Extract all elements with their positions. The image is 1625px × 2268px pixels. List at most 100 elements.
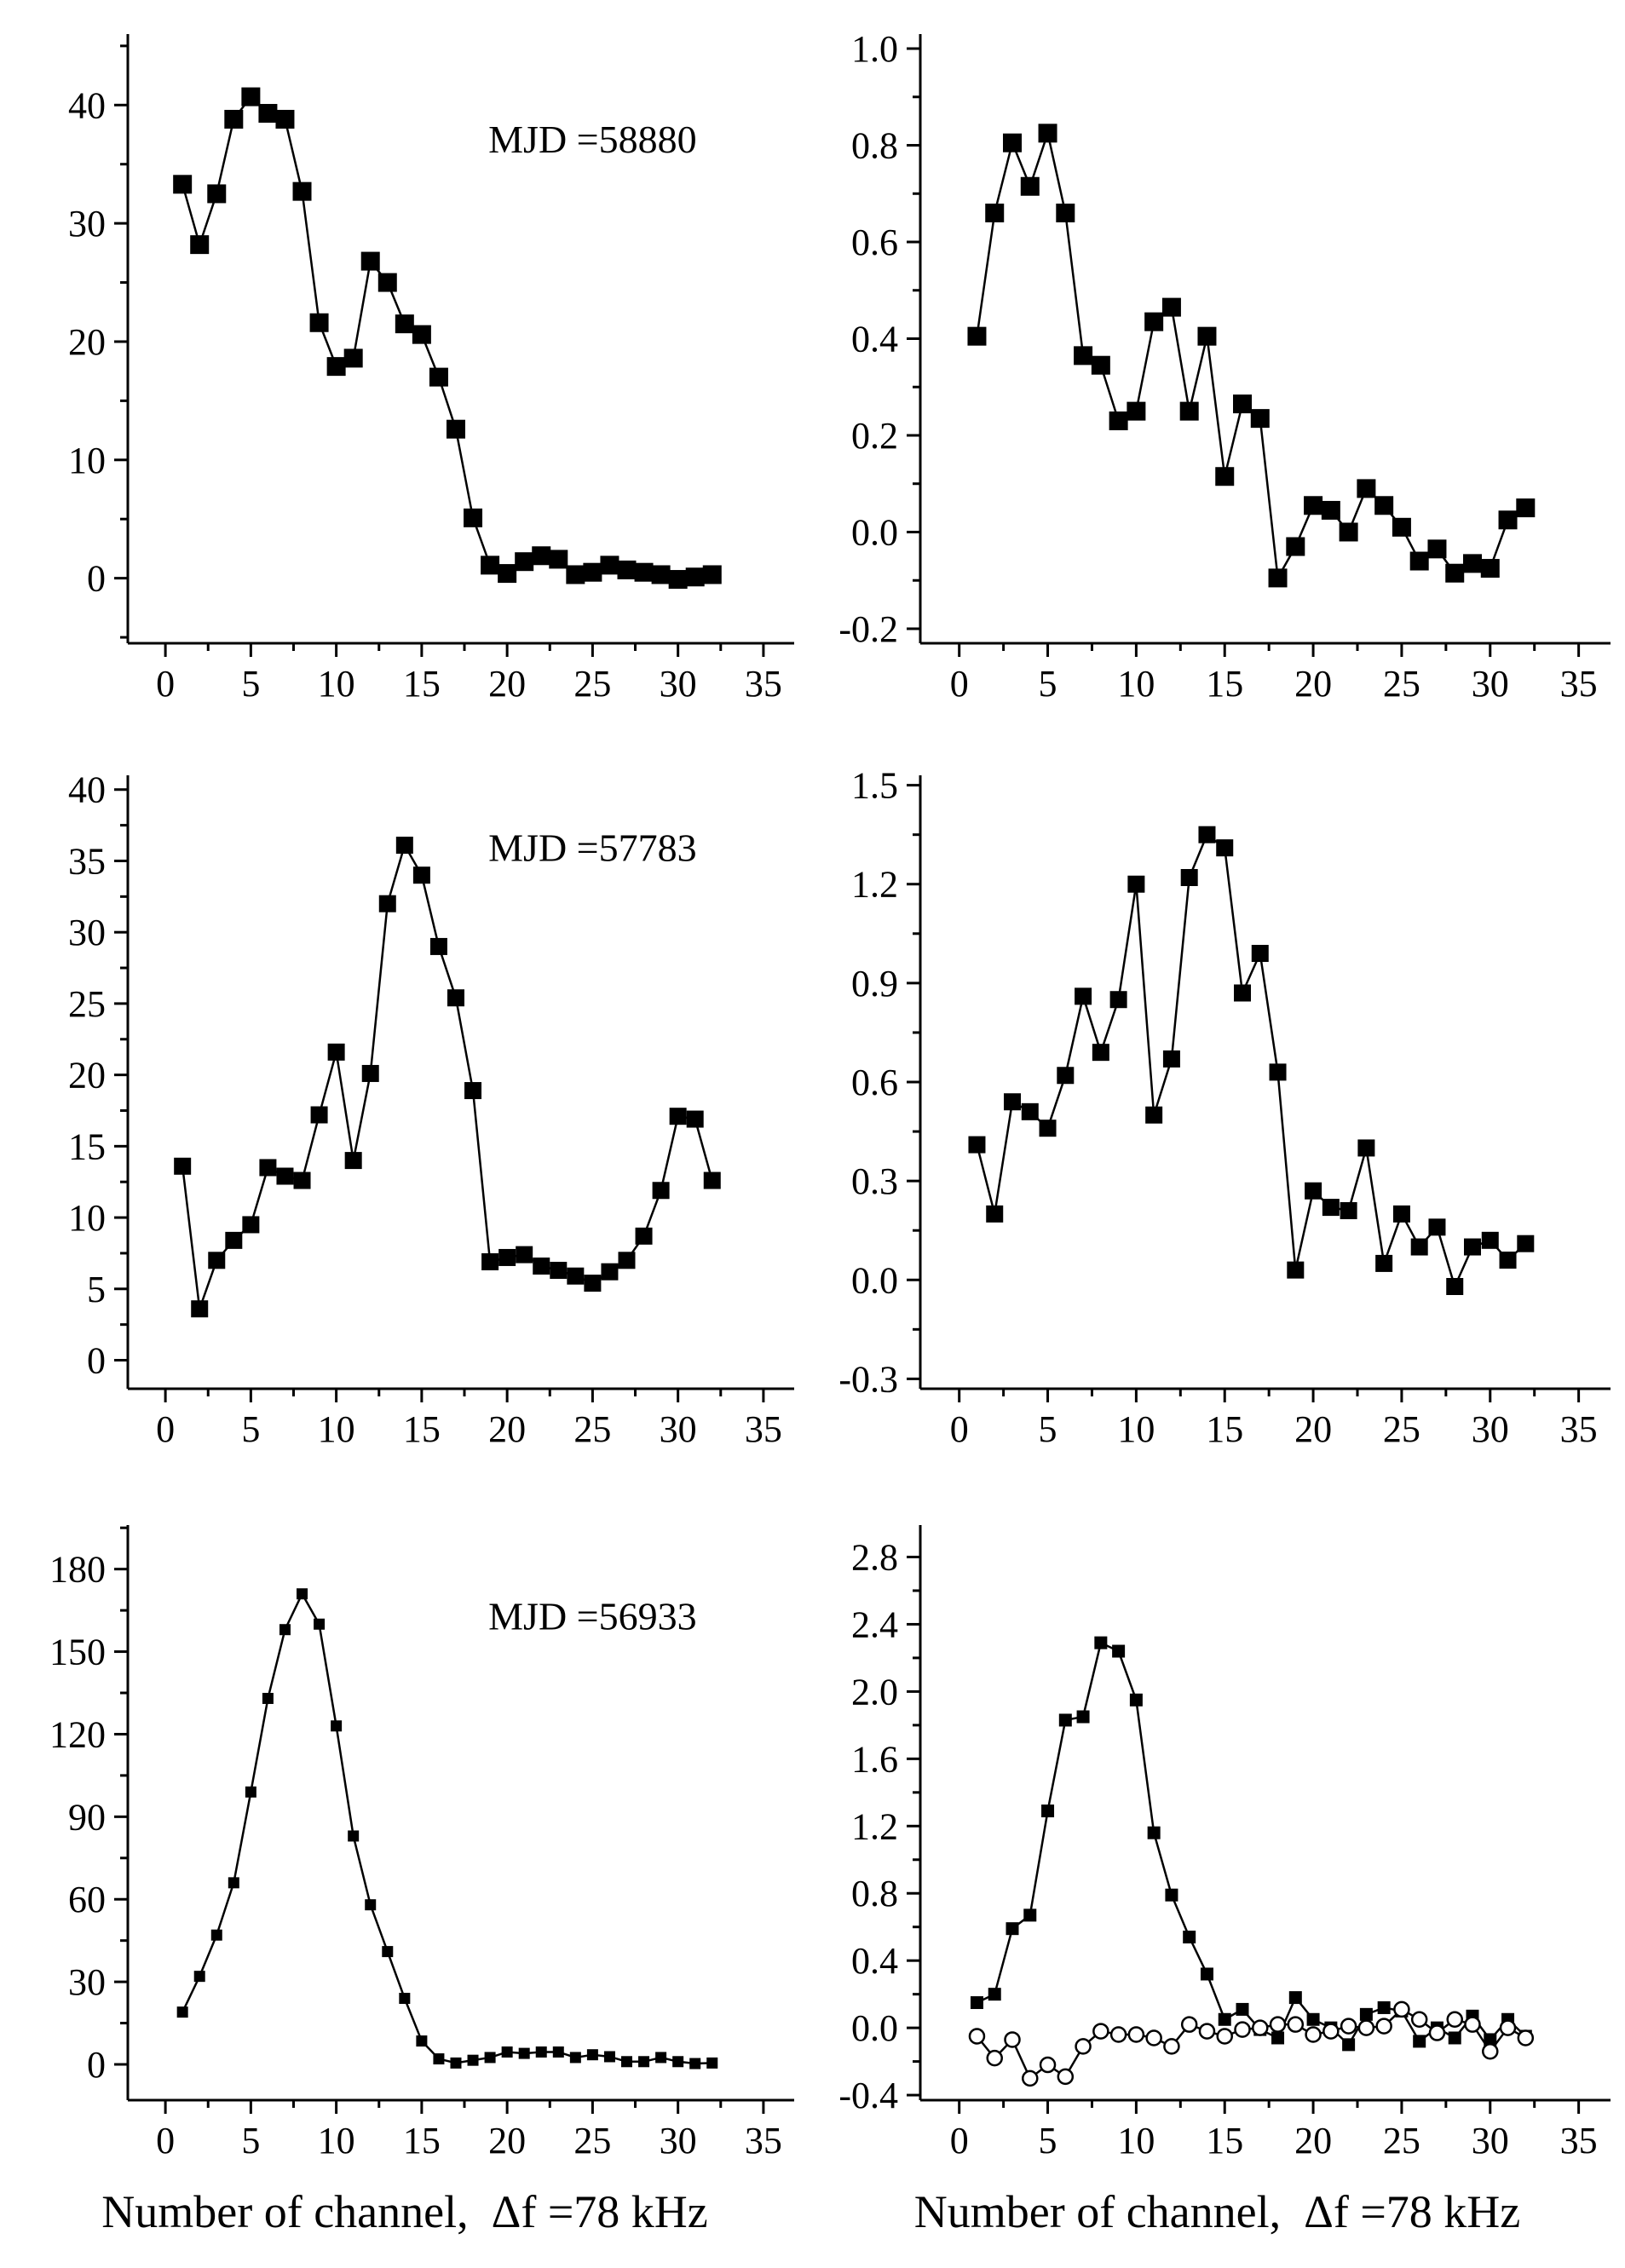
x-tick-label: 10 xyxy=(318,663,355,705)
data-point-filled-square xyxy=(310,1106,328,1124)
y-tick-label: 0.0 xyxy=(851,511,898,553)
y-tick-label: 0.6 xyxy=(851,1062,898,1103)
data-point-open-circle xyxy=(1287,2016,1305,2033)
x-tick-label: 5 xyxy=(1039,2120,1057,2162)
data-point-filled-square xyxy=(190,235,210,255)
x-tick-label: 0 xyxy=(950,2120,969,2162)
data-point-filled-square xyxy=(1112,1644,1126,1658)
data-point-filled-square xyxy=(395,314,414,334)
data-point-open-circle xyxy=(1482,2043,1499,2060)
x-tick-label: 20 xyxy=(1294,1408,1332,1450)
x-tick-label: 20 xyxy=(488,2120,526,2162)
data-point-filled-square xyxy=(1499,1252,1517,1269)
data-point-filled-square xyxy=(968,1136,986,1154)
series-flux-spectrum xyxy=(176,1588,718,2069)
chart-mjd-57783: 0 5 10 15 20 25 30 35 40 0 5 10 15 20 25 30 35 MJD =57783 xyxy=(68,769,794,1450)
x-tick-label: 35 xyxy=(1560,1408,1598,1450)
data-point-filled-square xyxy=(1038,124,1057,143)
data-point-filled-square xyxy=(467,2054,479,2066)
data-point-open-circle xyxy=(1322,2023,1340,2040)
data-point-filled-square xyxy=(1127,875,1145,893)
x-tick-label: 15 xyxy=(1206,663,1243,705)
data-point-filled-square xyxy=(207,184,227,204)
data-point-filled-square xyxy=(1020,176,1040,196)
data-point-filled-square xyxy=(464,508,483,527)
x-tick-label: 5 xyxy=(1039,663,1057,705)
series-flux-spectrum xyxy=(173,87,722,590)
data-point-filled-square xyxy=(1271,2031,1285,2045)
y-tick-label: 0 xyxy=(87,1340,106,1382)
data-point-filled-square xyxy=(618,1252,636,1269)
data-point-filled-square xyxy=(988,1988,1001,2001)
data-point-open-circle xyxy=(1198,2023,1216,2040)
data-point-filled-square xyxy=(365,1899,377,1911)
data-point-filled-square xyxy=(228,1877,239,1889)
data-point-filled-square xyxy=(535,2046,547,2058)
chart-mjd-58880: 0 10 20 30 40 0 5 10 15 20 25 30 35 MJD =58880 xyxy=(68,34,794,705)
data-point-filled-square xyxy=(569,2052,581,2064)
data-point-filled-square xyxy=(1218,2012,1231,2026)
data-point-filled-square xyxy=(1147,1826,1161,1839)
data-point-open-circle xyxy=(1446,2011,1463,2029)
x-tick-label: 25 xyxy=(1383,1408,1420,1450)
data-point-filled-square xyxy=(481,555,500,575)
data-point-open-circle xyxy=(1216,2028,1233,2045)
y-tick-label: 20 xyxy=(68,321,106,363)
data-point-filled-square xyxy=(245,1786,256,1798)
data-point-filled-square xyxy=(1039,1120,1057,1137)
data-point-filled-square xyxy=(1410,1238,1428,1256)
data-point-open-circle xyxy=(1004,2031,1021,2048)
x-tick-label: 10 xyxy=(1117,663,1155,705)
data-point-filled-square xyxy=(668,570,688,590)
data-point-open-circle xyxy=(1057,2068,1075,2086)
data-point-filled-square xyxy=(706,2057,718,2069)
y-tick-label: 0 xyxy=(87,558,106,600)
data-point-open-circle xyxy=(1039,2056,1057,2074)
x-tick-label: 5 xyxy=(241,1408,260,1450)
data-point-filled-square xyxy=(1340,1201,1357,1219)
data-point-filled-square xyxy=(1375,1254,1393,1272)
data-point-filled-square xyxy=(173,175,193,194)
y-tick-label: 0.4 xyxy=(851,1940,898,1982)
data-point-filled-square xyxy=(516,1246,533,1264)
data-point-filled-square xyxy=(533,1258,550,1275)
x-tick-label: 20 xyxy=(1294,2120,1332,2162)
x-tick-label: 15 xyxy=(403,663,441,705)
y-tick-label: 40 xyxy=(68,84,106,126)
x-tick-label: 10 xyxy=(1117,2120,1155,2162)
series-flux-spectrum xyxy=(968,826,1535,1295)
series-flux-spectrum xyxy=(970,1636,1532,2052)
data-point-filled-square xyxy=(1006,1922,1019,1936)
data-point-filled-square xyxy=(583,562,602,582)
data-point-filled-square xyxy=(1377,2000,1391,2014)
data-point-open-circle xyxy=(1269,2016,1287,2033)
data-point-filled-square xyxy=(1268,568,1288,588)
data-point-open-circle xyxy=(1428,2024,1446,2041)
data-point-open-circle xyxy=(1464,2016,1481,2033)
data-point-filled-square xyxy=(600,555,619,575)
y-tick-label: -0.3 xyxy=(838,1358,898,1400)
data-point-filled-square xyxy=(210,1929,222,1941)
data-point-filled-square xyxy=(1215,467,1235,486)
data-point-filled-square xyxy=(314,1618,326,1630)
data-point-open-circle xyxy=(1517,2029,1535,2046)
x-tick-label: 35 xyxy=(745,2120,782,2162)
mjd-annotation: MJD =58880 xyxy=(488,118,696,161)
data-point-filled-square xyxy=(481,1252,499,1270)
data-point-filled-square xyxy=(1179,401,1199,421)
data-point-filled-square xyxy=(584,1275,602,1292)
data-point-filled-square xyxy=(275,109,295,129)
data-point-filled-square xyxy=(258,104,278,124)
series-line-flux-spectrum xyxy=(976,129,1527,582)
x-tick-label: 35 xyxy=(1560,2120,1598,2162)
data-point-filled-square xyxy=(297,1588,308,1600)
x-tick-label: 0 xyxy=(950,1408,969,1450)
y-tick-label: 150 xyxy=(49,1632,106,1673)
data-point-filled-square xyxy=(652,1182,670,1200)
data-point-filled-square xyxy=(1129,1693,1143,1707)
data-point-filled-square xyxy=(603,2051,615,2063)
data-point-filled-square xyxy=(1183,1931,1196,1944)
y-tick-label: 60 xyxy=(68,1879,106,1920)
data-point-open-circle xyxy=(1234,2021,1251,2038)
data-point-filled-square xyxy=(1023,1908,1037,1922)
